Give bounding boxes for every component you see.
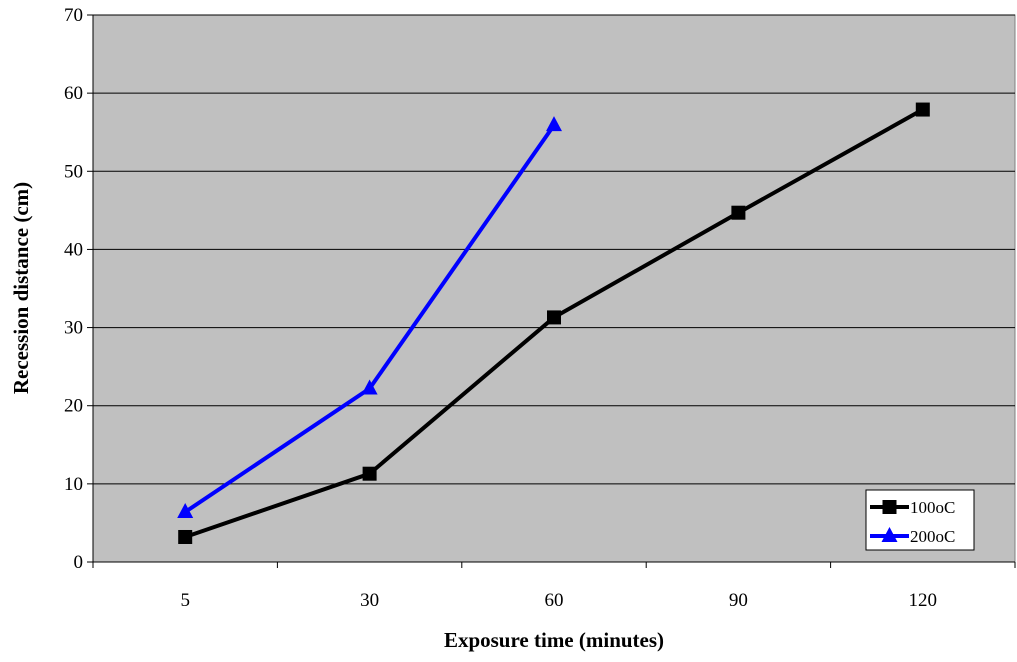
- data-point: [361, 379, 378, 395]
- axes: [87, 14, 1016, 568]
- data-point: [178, 529, 193, 544]
- gridlines: [93, 14, 1015, 485]
- y-tick-label: 60: [64, 83, 83, 104]
- y-axis-title: Recession distance (cm): [9, 182, 33, 394]
- x-tick-label: 5: [180, 590, 190, 611]
- data-point: [731, 205, 746, 220]
- data-point: [362, 466, 377, 481]
- legend-marker: [881, 527, 898, 542]
- data-point: [915, 102, 930, 117]
- x-axis-title: Exposure time (minutes): [444, 628, 664, 652]
- legend: 100oC 200oC: [865, 489, 975, 551]
- x-tick-label: 120: [909, 590, 938, 611]
- data-point: [546, 116, 562, 132]
- series-1: [177, 116, 562, 518]
- y-tick-label: 70: [64, 5, 83, 26]
- y-tick-label: 50: [64, 161, 83, 182]
- legend-marker: [882, 500, 897, 514]
- legend-label: 100oC: [910, 498, 955, 517]
- x-tick-label: 60: [545, 590, 564, 611]
- series-0: [178, 102, 930, 544]
- y-tick-label: 10: [64, 474, 83, 495]
- legend-label: 200oC: [910, 527, 955, 546]
- y-tick-labels: 0 10 20 30 40 50 60 70: [64, 5, 83, 573]
- y-tick-label: 0: [74, 552, 84, 573]
- data-point: [547, 310, 561, 325]
- x-tick-label: 90: [729, 590, 748, 611]
- x-tick-labels: 5 30 60 90 120: [180, 590, 937, 611]
- x-tick-label: 30: [360, 590, 379, 611]
- data-point: [177, 502, 194, 518]
- y-tick-label: 20: [64, 396, 83, 417]
- y-tick-label: 40: [64, 239, 83, 260]
- y-tick-label: 30: [64, 318, 83, 339]
- series-group: [177, 102, 930, 544]
